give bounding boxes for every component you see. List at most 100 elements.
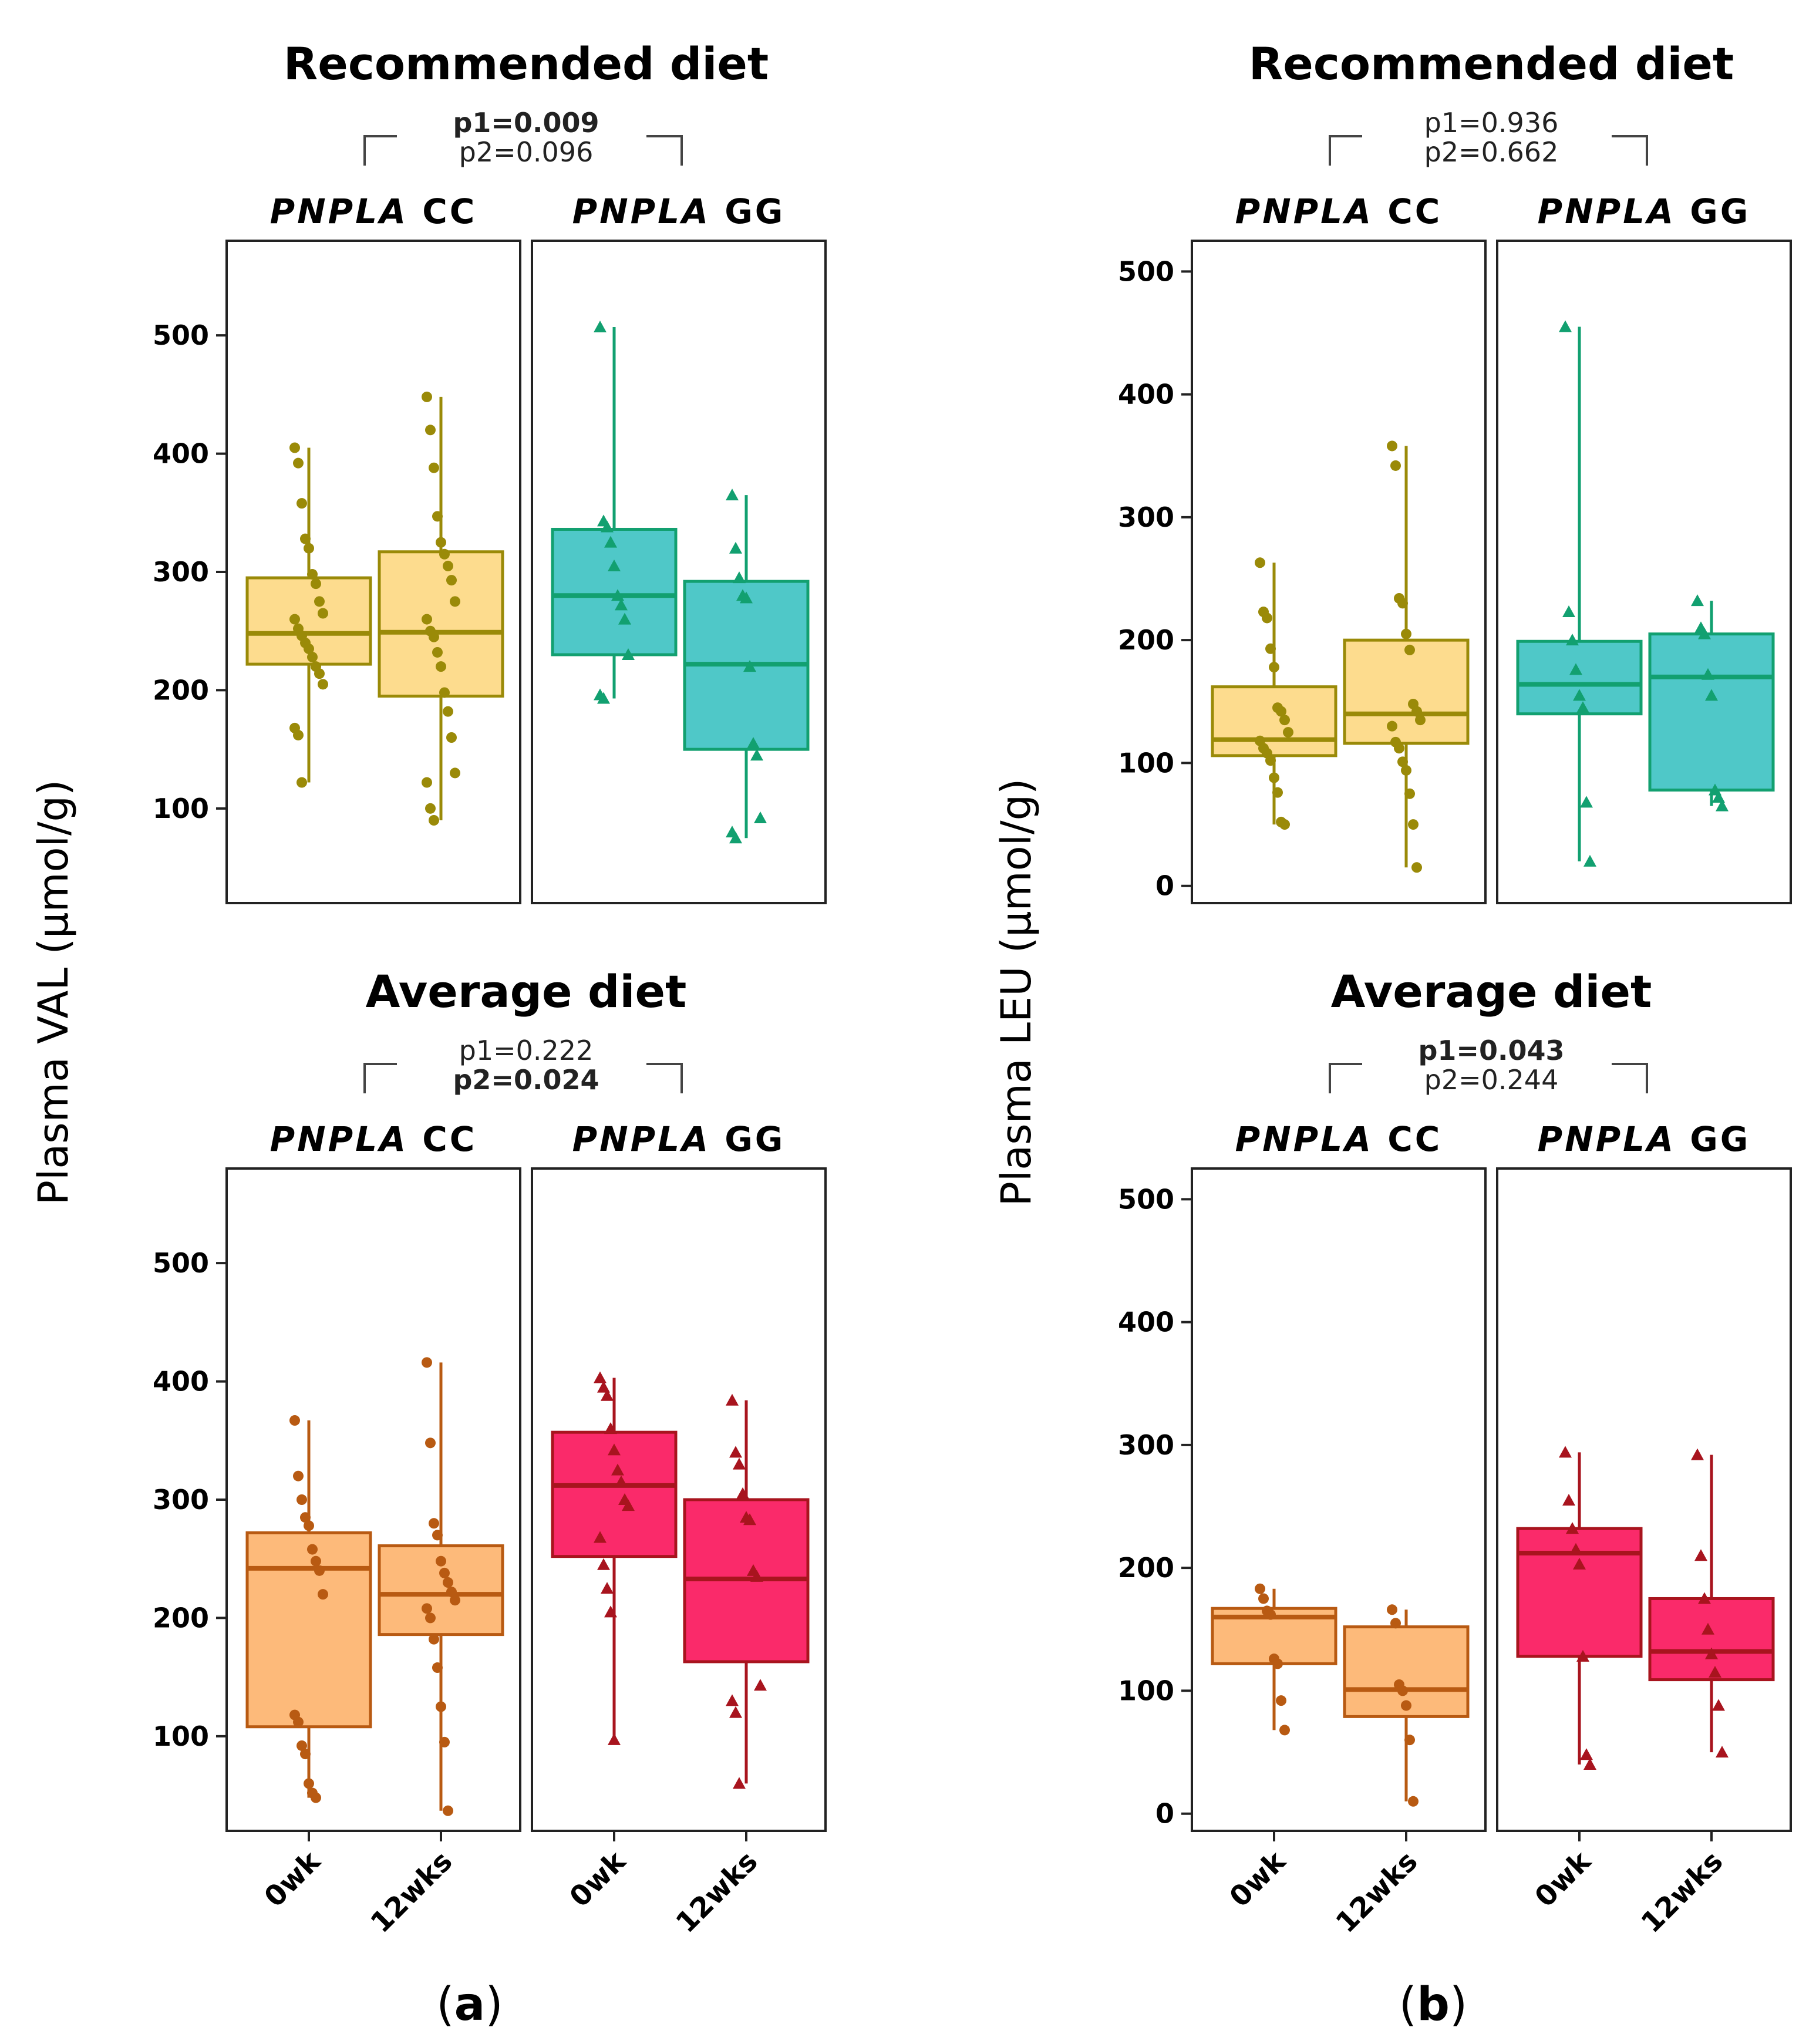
data-point — [1404, 788, 1415, 799]
data-point — [439, 548, 450, 560]
data-point — [1387, 1604, 1397, 1615]
data-point — [604, 1605, 617, 1618]
data-point — [1404, 1735, 1415, 1746]
data-point — [297, 1494, 307, 1505]
data-point — [1394, 743, 1404, 754]
data-point — [1580, 1748, 1593, 1760]
facet-strip-label: PNPLA GG — [1538, 1119, 1751, 1159]
x-tick-label: 12wks — [1330, 1845, 1424, 1939]
y-tick-label: 400 — [1118, 379, 1174, 410]
data-point — [1702, 1622, 1714, 1635]
facet-strip-label: PNPLA CC — [1235, 1119, 1443, 1159]
panel-label-a: (a) — [436, 1978, 503, 2031]
data-point — [436, 661, 446, 672]
y-tick-label: 400 — [153, 1366, 209, 1398]
data-point — [1576, 701, 1589, 713]
data-point — [289, 614, 300, 625]
data-point — [443, 1577, 453, 1588]
data-point — [443, 706, 453, 717]
y-tick-label: 300 — [153, 1484, 209, 1516]
data-point — [1576, 1649, 1589, 1662]
data-point — [429, 1634, 439, 1645]
data-point — [1698, 1592, 1711, 1604]
p-value-label: p2=0.244 — [1424, 1064, 1559, 1096]
data-point — [608, 559, 621, 571]
facet-panel-frame — [1496, 1167, 1792, 1832]
data-point — [733, 571, 746, 584]
data-point — [293, 729, 304, 740]
data-point — [733, 1777, 746, 1789]
panel-label-b: (b) — [1399, 1978, 1468, 2031]
data-point — [1705, 1647, 1718, 1659]
y-tick-label: 300 — [1118, 501, 1174, 533]
data-point — [432, 1662, 443, 1673]
y-tick-label: 200 — [153, 1602, 209, 1634]
box-iqr — [1516, 1527, 1643, 1658]
data-point — [318, 679, 328, 690]
data-point — [726, 489, 739, 501]
data-point — [1573, 689, 1586, 701]
x-tick-label: 12wks — [365, 1845, 459, 1939]
box-iqr — [378, 550, 504, 698]
data-point — [1573, 1557, 1586, 1570]
comparison-bracket-left — [363, 135, 397, 166]
data-point — [611, 589, 624, 601]
data-point — [1265, 1609, 1276, 1620]
box-iqr — [245, 1531, 372, 1729]
data-point — [1691, 594, 1704, 607]
data-point — [318, 1589, 328, 1600]
facet-panel-frame — [225, 240, 521, 904]
data-point — [1569, 1543, 1582, 1555]
x-tick-label: 12wks — [1635, 1845, 1730, 1939]
data-point — [1559, 320, 1572, 332]
p-value-label: p1=0.222 — [459, 1035, 594, 1066]
data-point — [307, 1544, 318, 1555]
data-point — [436, 1701, 446, 1712]
data-point — [425, 425, 436, 436]
comparison-bracket-right — [1612, 135, 1648, 166]
data-point — [429, 1518, 439, 1529]
data-point — [1279, 715, 1290, 726]
data-point — [1276, 1695, 1286, 1706]
data-point — [1269, 662, 1279, 673]
data-point — [1265, 643, 1276, 654]
box-iqr — [1343, 638, 1470, 745]
data-point — [615, 1475, 628, 1487]
data-point — [293, 457, 304, 469]
data-point — [1283, 727, 1293, 738]
y-tick-label: 300 — [153, 556, 209, 588]
data-point — [750, 749, 763, 761]
data-point — [429, 631, 439, 642]
data-point — [1262, 612, 1272, 624]
y-tick-label: 0 — [1155, 1798, 1174, 1830]
data-point — [436, 537, 446, 548]
data-point — [622, 1499, 635, 1511]
data-point — [1269, 772, 1279, 783]
data-point — [733, 1457, 746, 1470]
data-point — [439, 1736, 450, 1747]
data-point — [594, 321, 607, 333]
data-point — [1716, 799, 1729, 811]
data-point — [450, 596, 460, 607]
data-point — [1279, 819, 1290, 830]
data-point — [1583, 1757, 1596, 1770]
data-point — [1265, 755, 1276, 766]
data-point — [1255, 557, 1265, 568]
data-point — [1566, 634, 1579, 646]
y-axis-label-val: Plasma VAL (µmol/g) — [29, 780, 78, 1205]
y-tick-label: 400 — [153, 438, 209, 470]
data-point — [436, 1555, 446, 1567]
y-tick-label: 500 — [153, 1247, 209, 1279]
data-point — [1583, 854, 1596, 867]
y-tick-label: 0 — [1155, 870, 1174, 902]
p-value-label: p2=0.024 — [453, 1064, 599, 1096]
data-point — [425, 803, 436, 814]
data-point — [422, 614, 432, 625]
data-point — [729, 541, 742, 554]
data-point — [446, 732, 457, 743]
facet-panel-frame — [531, 1167, 827, 1832]
data-point — [597, 1380, 610, 1393]
